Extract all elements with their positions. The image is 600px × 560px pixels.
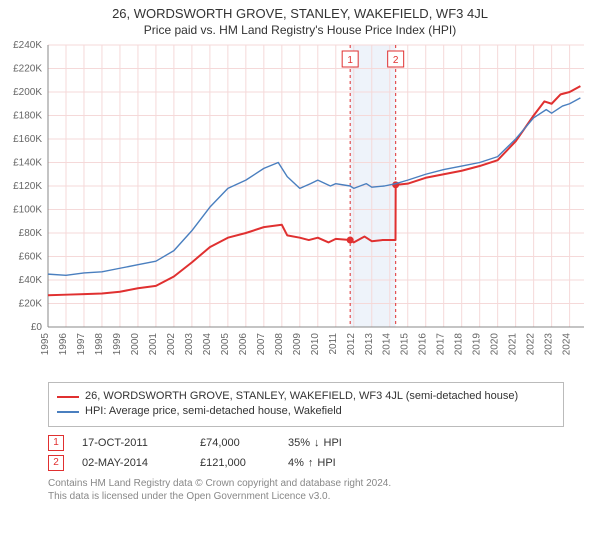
svg-text:£160K: £160K — [13, 134, 42, 145]
svg-text:2004: 2004 — [202, 333, 213, 356]
legend: 26, WORDSWORTH GROVE, STANLEY, WAKEFIELD… — [48, 382, 564, 427]
event-row: 1 17-OCT-2011 £74,000 35% ↓ HPI — [48, 433, 564, 453]
svg-text:2005: 2005 — [220, 333, 231, 356]
svg-text:1998: 1998 — [94, 333, 105, 356]
svg-text:£120K: £120K — [13, 181, 42, 192]
event-marker: 1 — [48, 435, 64, 451]
svg-text:2018: 2018 — [454, 333, 465, 356]
svg-text:2016: 2016 — [418, 333, 429, 356]
svg-text:£0: £0 — [31, 322, 43, 333]
svg-text:2020: 2020 — [490, 333, 501, 356]
events-table: 1 17-OCT-2011 £74,000 35% ↓ HPI 2 02-MAY-2014 £1… — [48, 433, 564, 473]
event-date: 17-OCT-2011 — [82, 437, 182, 449]
event-diff: 4% ↑HPI — [288, 457, 378, 469]
svg-text:2022: 2022 — [526, 333, 537, 356]
svg-text:2003: 2003 — [184, 333, 195, 356]
event-price: £74,000 — [200, 437, 270, 449]
event-price: £121,000 — [200, 457, 270, 469]
attribution-line: Contains HM Land Registry data © Crown c… — [48, 477, 564, 490]
svg-text:2023: 2023 — [544, 333, 555, 356]
event-diff-pct: 35% — [288, 437, 310, 449]
svg-text:1996: 1996 — [58, 333, 69, 356]
arrow-down-icon: ↓ — [314, 437, 320, 449]
svg-text:2015: 2015 — [400, 333, 411, 356]
event-row: 2 02-MAY-2014 £121,000 4% ↑HPI — [48, 453, 564, 473]
svg-text:2000: 2000 — [130, 333, 141, 356]
attribution-line: This data is licensed under the Open Gov… — [48, 490, 564, 503]
svg-text:£60K: £60K — [19, 252, 43, 263]
svg-text:1999: 1999 — [112, 333, 123, 356]
svg-text:2008: 2008 — [274, 333, 285, 356]
svg-text:2010: 2010 — [310, 333, 321, 356]
attribution: Contains HM Land Registry data © Crown c… — [48, 477, 564, 503]
svg-text:£20K: £20K — [19, 299, 43, 310]
svg-text:2017: 2017 — [436, 333, 447, 356]
svg-text:£140K: £140K — [13, 158, 42, 169]
event-diff-pct: 4% — [288, 457, 304, 469]
svg-text:£220K: £220K — [13, 64, 42, 75]
svg-text:2024: 2024 — [562, 333, 573, 356]
legend-item: HPI: Average price, semi-detached house,… — [57, 404, 555, 419]
legend-label: HPI: Average price, semi-detached house,… — [85, 404, 342, 419]
legend-swatch — [57, 411, 79, 413]
page-title: 26, WORDSWORTH GROVE, STANLEY, WAKEFIELD… — [0, 0, 600, 21]
event-date: 02-MAY-2014 — [82, 457, 182, 469]
svg-text:2014: 2014 — [382, 333, 393, 356]
svg-text:1997: 1997 — [76, 333, 87, 356]
legend-label: 26, WORDSWORTH GROVE, STANLEY, WAKEFIELD… — [85, 389, 518, 404]
legend-item: 26, WORDSWORTH GROVE, STANLEY, WAKEFIELD… — [57, 389, 555, 404]
svg-text:£40K: £40K — [19, 275, 43, 286]
svg-text:2: 2 — [393, 55, 399, 66]
svg-text:1995: 1995 — [40, 333, 51, 356]
page-subtitle: Price paid vs. HM Land Registry's House … — [0, 21, 600, 41]
event-diff: 35% ↓ HPI — [288, 437, 378, 449]
chart-container: £0 £20K £40K £60K £80K £100K £120K £140K £160K £1… — [0, 41, 600, 376]
svg-text:2009: 2009 — [292, 333, 303, 356]
event-diff-label: HPI — [324, 437, 342, 449]
svg-text:2002: 2002 — [166, 333, 177, 356]
svg-text:2011: 2011 — [328, 333, 339, 355]
price-chart: £0 £20K £40K £60K £80K £100K £120K £140K £160K £1… — [0, 41, 600, 371]
event-diff-label: HPI — [317, 457, 335, 469]
svg-text:£80K: £80K — [19, 228, 43, 239]
svg-text:2006: 2006 — [238, 333, 249, 356]
svg-text:2001: 2001 — [148, 333, 159, 356]
svg-text:£180K: £180K — [13, 111, 42, 122]
svg-text:2007: 2007 — [256, 333, 267, 356]
svg-text:2013: 2013 — [364, 333, 375, 356]
event-marker: 2 — [48, 455, 64, 471]
svg-text:£100K: £100K — [13, 205, 42, 216]
svg-text:2012: 2012 — [346, 333, 357, 356]
svg-text:1: 1 — [347, 55, 353, 66]
arrow-up-icon: ↑ — [308, 457, 314, 469]
svg-text:2021: 2021 — [508, 333, 519, 356]
svg-text:2019: 2019 — [472, 333, 483, 356]
legend-swatch — [57, 396, 79, 398]
svg-text:£200K: £200K — [13, 87, 42, 98]
svg-text:£240K: £240K — [13, 41, 42, 51]
